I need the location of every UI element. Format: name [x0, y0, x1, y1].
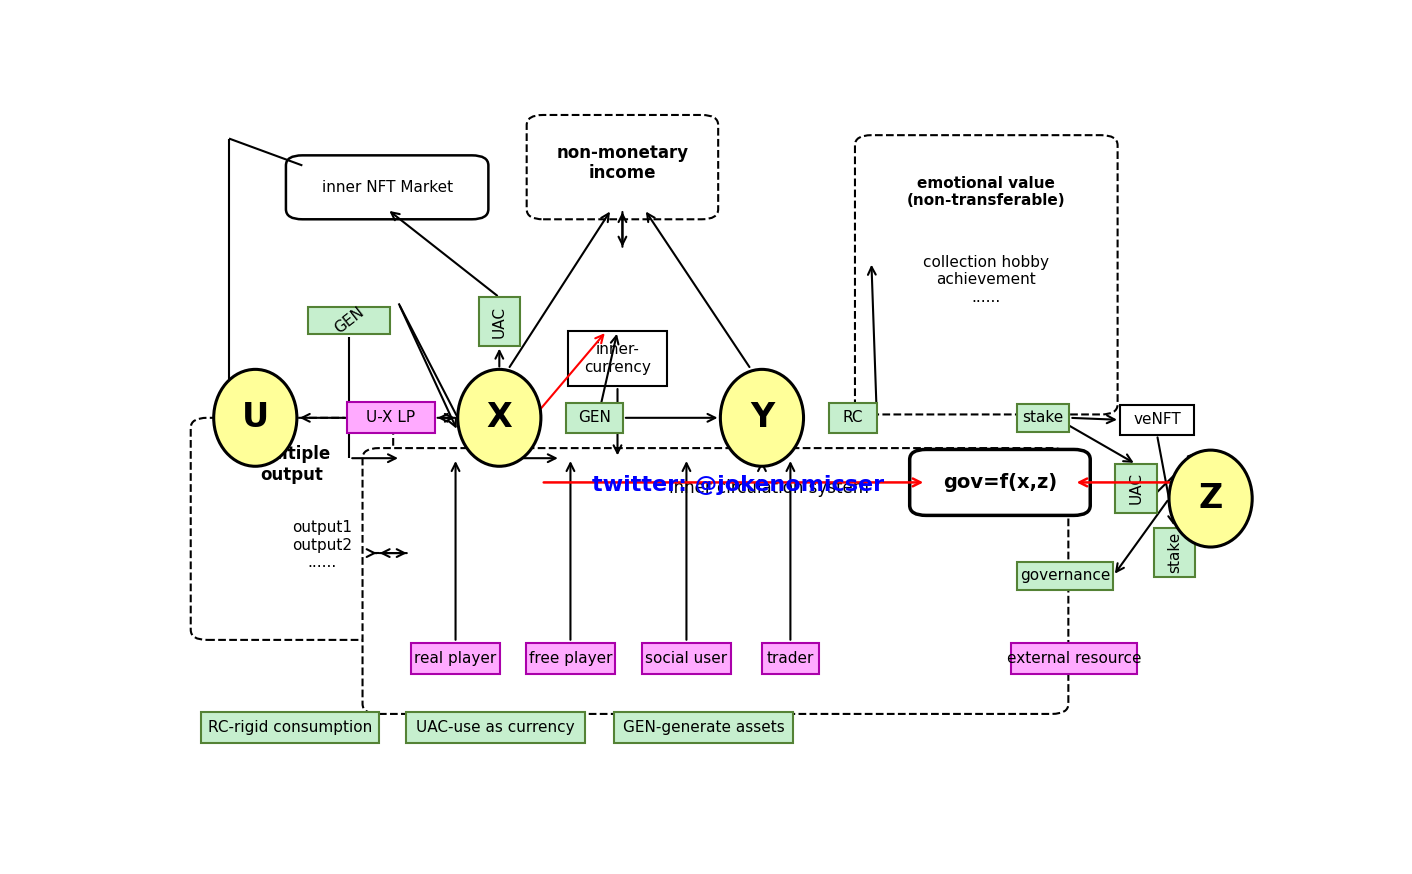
FancyBboxPatch shape — [1115, 464, 1156, 513]
Text: U: U — [241, 401, 268, 434]
Ellipse shape — [720, 370, 803, 466]
FancyBboxPatch shape — [308, 307, 391, 334]
FancyBboxPatch shape — [527, 115, 719, 219]
Text: GEN: GEN — [578, 410, 611, 426]
Text: governance: governance — [1019, 568, 1110, 584]
Text: UAC: UAC — [491, 306, 507, 337]
FancyBboxPatch shape — [363, 448, 1069, 714]
Ellipse shape — [457, 370, 541, 466]
Text: GEN-generate assets: GEN-generate assets — [623, 720, 784, 735]
FancyBboxPatch shape — [856, 135, 1118, 414]
Text: trader: trader — [767, 650, 815, 666]
FancyBboxPatch shape — [1017, 562, 1113, 590]
FancyBboxPatch shape — [525, 642, 616, 674]
FancyBboxPatch shape — [1011, 642, 1137, 674]
FancyBboxPatch shape — [1120, 405, 1195, 434]
FancyBboxPatch shape — [614, 712, 792, 743]
Ellipse shape — [213, 370, 297, 466]
Text: stake: stake — [1166, 531, 1182, 573]
Text: emotional value
(non-transferable): emotional value (non-transferable) — [907, 176, 1066, 208]
FancyBboxPatch shape — [191, 418, 393, 640]
Text: free player: free player — [528, 650, 613, 666]
Text: Z: Z — [1199, 482, 1223, 515]
FancyBboxPatch shape — [566, 403, 623, 433]
Text: external resource: external resource — [1007, 650, 1141, 666]
FancyBboxPatch shape — [407, 712, 585, 743]
FancyBboxPatch shape — [909, 449, 1090, 516]
Text: UAC-use as currency: UAC-use as currency — [417, 720, 575, 735]
Text: GEN: GEN — [332, 304, 367, 336]
Text: real player: real player — [414, 650, 497, 666]
FancyBboxPatch shape — [568, 331, 666, 386]
FancyBboxPatch shape — [1154, 528, 1196, 577]
Text: UAC: UAC — [1128, 473, 1144, 504]
Text: inner circulation system: inner circulation system — [669, 479, 870, 496]
Text: social user: social user — [645, 650, 727, 666]
Text: collection hobby
achievement
......: collection hobby achievement ...... — [923, 255, 1049, 305]
Text: stake: stake — [1022, 410, 1063, 426]
Text: U-X LP: U-X LP — [367, 410, 415, 426]
Text: twitter: @jokenomicser: twitter: @jokenomicser — [593, 475, 884, 495]
Text: inner NFT Market: inner NFT Market — [322, 180, 453, 195]
Text: gov=f(x,z): gov=f(x,z) — [943, 473, 1058, 492]
Ellipse shape — [1169, 450, 1252, 547]
Text: RC: RC — [843, 410, 863, 426]
Text: RC-rigid consumption: RC-rigid consumption — [208, 720, 371, 735]
FancyBboxPatch shape — [1017, 404, 1069, 432]
FancyBboxPatch shape — [762, 642, 819, 674]
Text: inner-
currency: inner- currency — [585, 343, 651, 375]
Text: non-monetary
income: non-monetary income — [556, 143, 689, 183]
Text: output1
output2
......: output1 output2 ...... — [292, 520, 352, 570]
FancyBboxPatch shape — [479, 297, 520, 346]
FancyBboxPatch shape — [829, 403, 877, 433]
FancyBboxPatch shape — [347, 402, 435, 434]
FancyBboxPatch shape — [201, 712, 378, 743]
Text: Y: Y — [750, 401, 774, 434]
Text: X: X — [487, 401, 513, 434]
Text: veNFT: veNFT — [1132, 413, 1180, 427]
FancyBboxPatch shape — [411, 642, 500, 674]
Text: multiple
output: multiple output — [253, 445, 330, 483]
FancyBboxPatch shape — [641, 642, 731, 674]
FancyBboxPatch shape — [285, 156, 489, 219]
